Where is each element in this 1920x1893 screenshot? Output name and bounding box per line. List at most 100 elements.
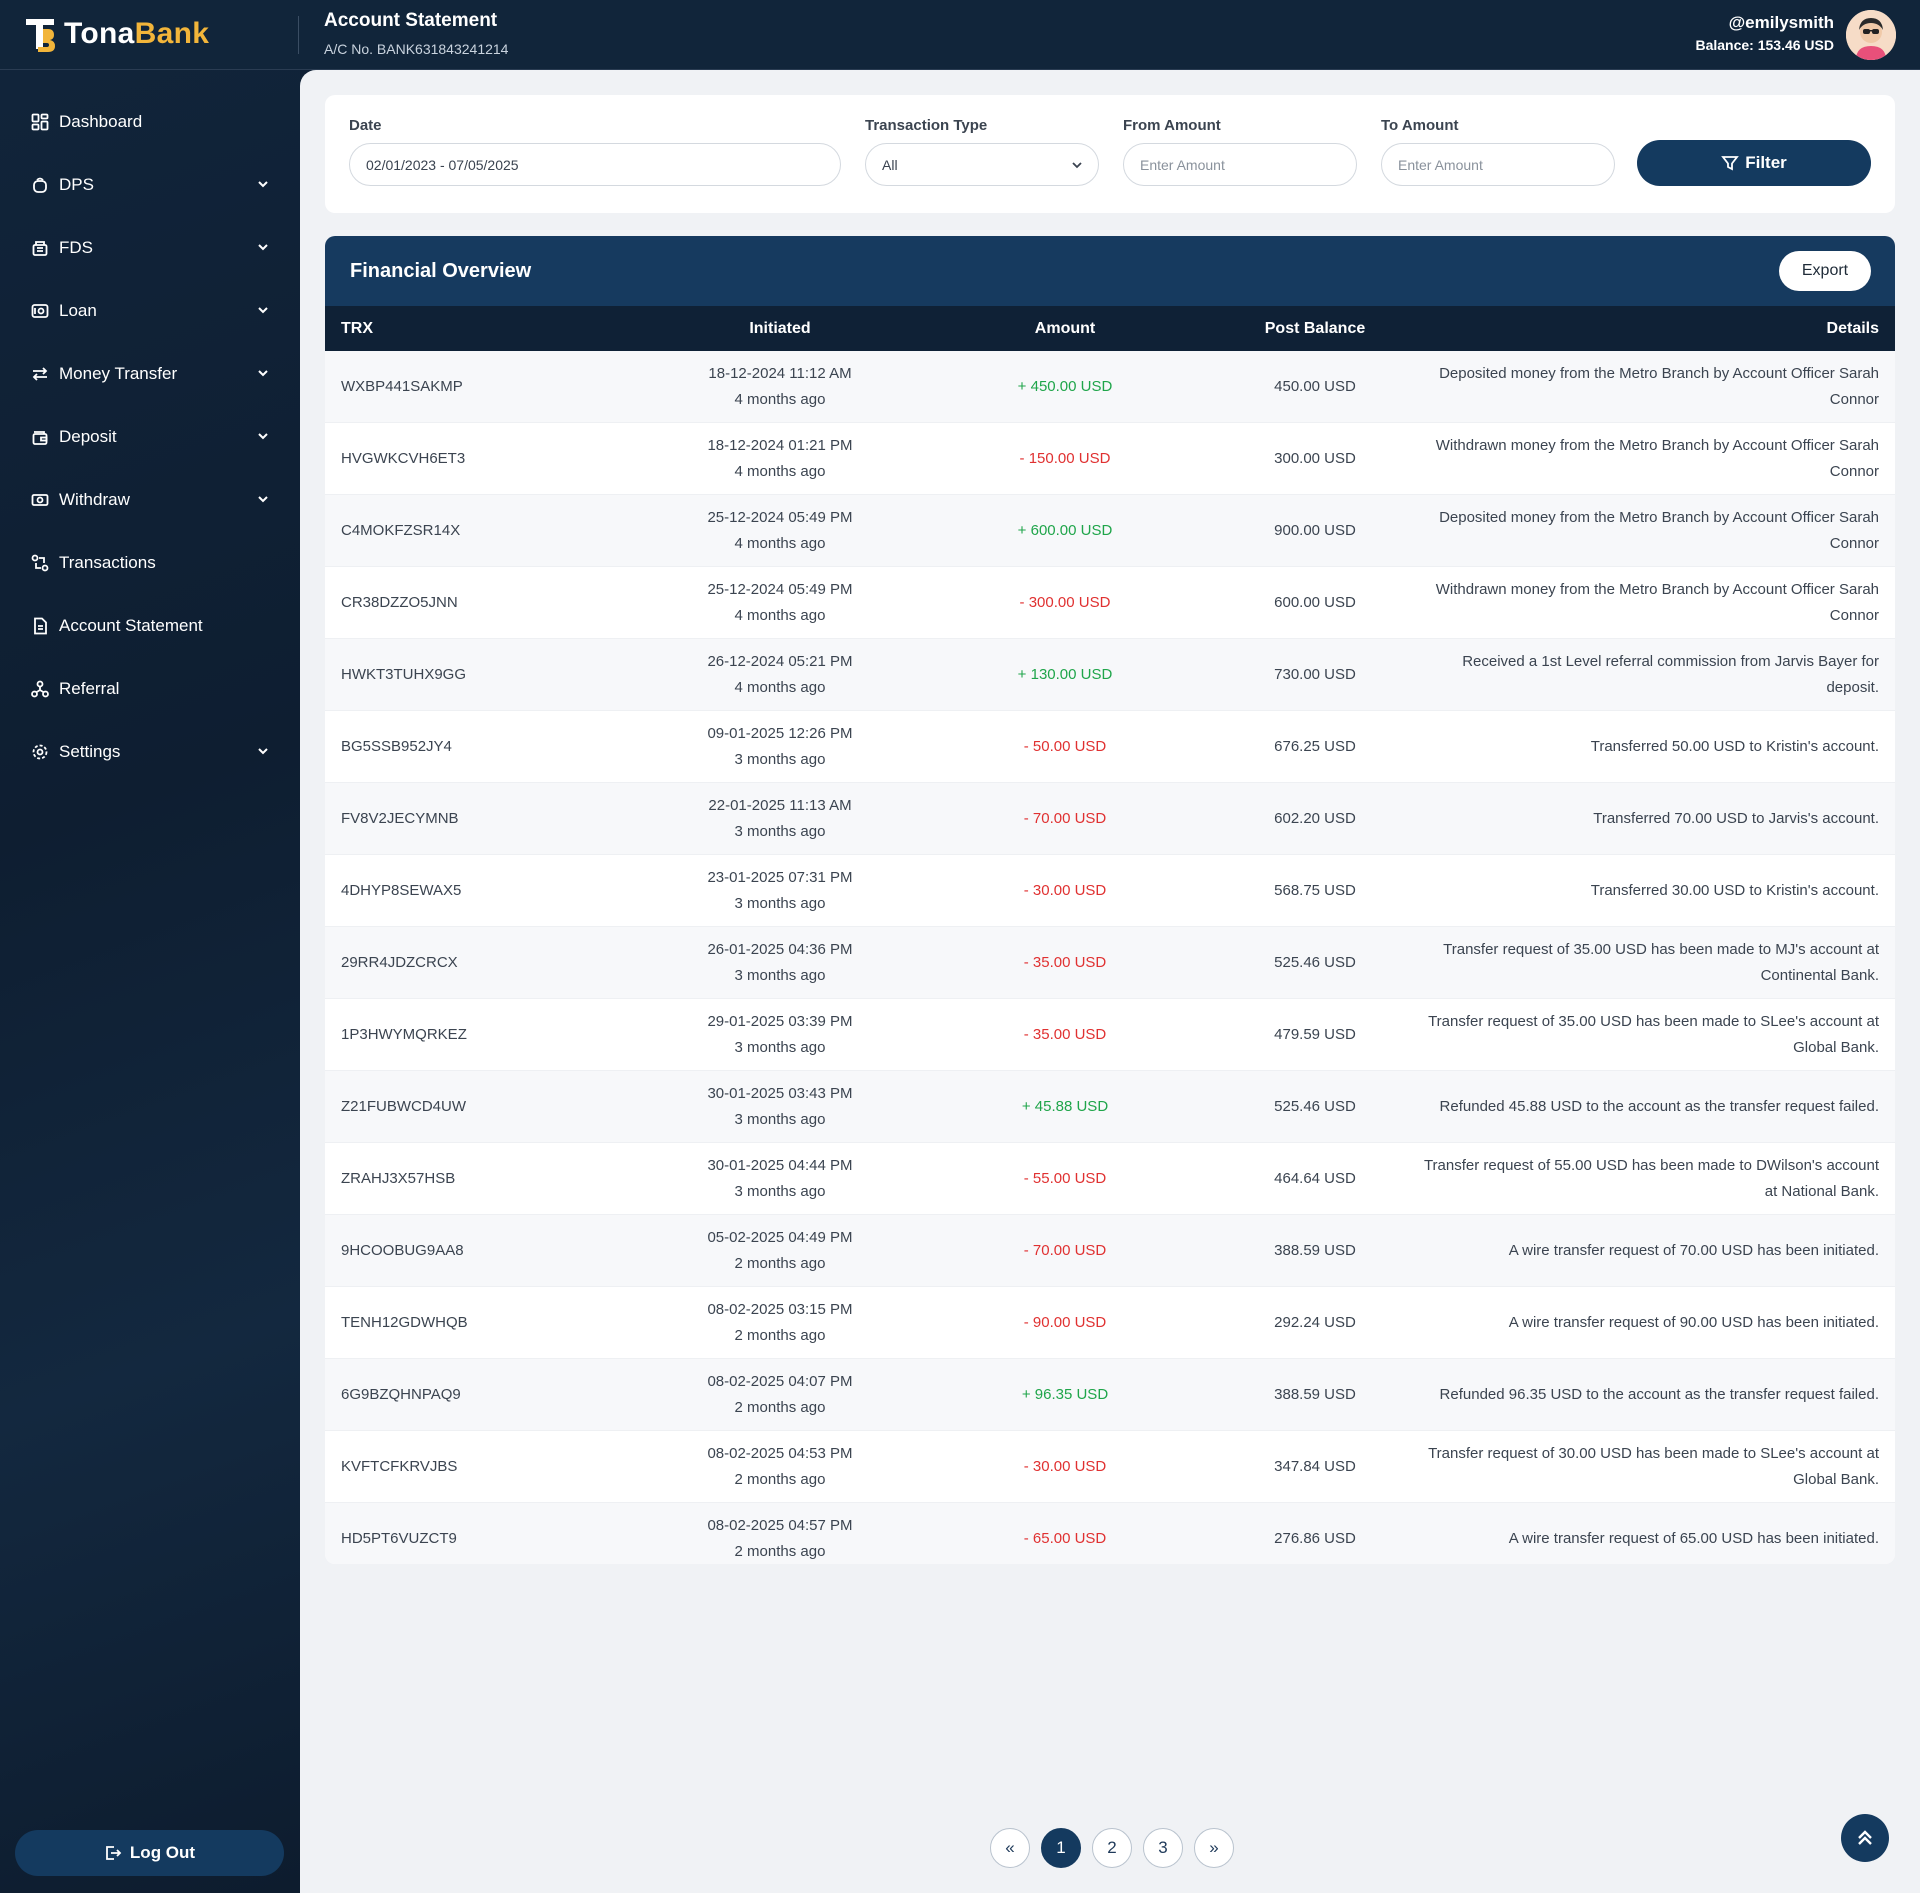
initiated-relative: 2 months ago (734, 1470, 826, 1488)
scroll-to-top-button[interactable] (1841, 1814, 1889, 1862)
to-amount-input[interactable]: Enter Amount (1381, 143, 1615, 186)
avatar[interactable] (1846, 10, 1896, 60)
to-amount-label: To Amount (1381, 117, 1459, 134)
initiated-cell: 26-01-2025 04:36 PM 3 months ago (645, 937, 915, 989)
table-row: 29RR4JDZCRCX 26-01-2025 04:36 PM 3 months … (325, 927, 1895, 999)
initiated-cell: 29-01-2025 03:39 PM 3 months ago (645, 1009, 915, 1061)
trx-id: FV8V2JECYMNB (341, 810, 459, 827)
post-balance: 900.00 USD (1274, 522, 1356, 539)
trx-id: KVFTCFKRVJBS (341, 1458, 458, 1475)
sidebar-item-label: Transactions (59, 552, 156, 572)
chevron-down-icon (258, 307, 268, 314)
overview-header: Financial Overview Export (325, 236, 1895, 306)
sidebar-item-label: Withdraw (59, 489, 130, 509)
page-button-2[interactable]: 2 (1092, 1828, 1132, 1868)
brand-logo[interactable]: TonaBank (24, 14, 209, 54)
column-header-details[interactable]: Details (1826, 319, 1879, 337)
post-balance: 525.46 USD (1274, 1098, 1356, 1115)
table-header: TRX Initiated Amount Post Balance Detail… (325, 306, 1895, 351)
user-info: @emilysmith Balance: 153.46 USD (1695, 13, 1834, 53)
header-divider (298, 16, 299, 54)
initiated-relative: 3 months ago (734, 1182, 826, 1200)
initiated-relative: 3 months ago (734, 750, 826, 768)
sidebar-item-deposit[interactable]: Deposit (0, 405, 300, 468)
first-page-button[interactable]: « (990, 1828, 1030, 1868)
wallet-icon (30, 427, 50, 447)
sidebar-item-dps[interactable]: DPS (0, 153, 300, 216)
sidebar-item-fds[interactable]: FDS (0, 216, 300, 279)
initiated-date: 18-12-2024 11:12 AM (708, 364, 852, 382)
amount: + 45.88 USD (1021, 1098, 1109, 1115)
date-label: Date (349, 117, 382, 134)
statement-icon (30, 616, 50, 636)
details: Transfer request of 35.00 USD has been m… (1443, 940, 1879, 984)
initiated-cell: 08-02-2025 04:57 PM 2 months ago (645, 1513, 915, 1565)
logout-button[interactable]: Log Out (15, 1830, 284, 1876)
initiated-relative: 3 months ago (734, 822, 826, 840)
balance: Balance: 153.46 USD (1695, 37, 1834, 53)
date-range-input[interactable]: 02/01/2023 - 07/05/2025 (349, 143, 841, 186)
details: Transfer request of 35.00 USD has been m… (1428, 1012, 1879, 1056)
filter-icon (1721, 156, 1740, 171)
sidebar-item-money-transfer[interactable]: Money Transfer (0, 342, 300, 405)
sidebar-item-account-statement[interactable]: Account Statement (0, 594, 300, 657)
initiated-relative: 4 months ago (734, 606, 826, 624)
last-page-button[interactable]: » (1194, 1828, 1234, 1868)
amount: - 30.00 USD (1023, 882, 1107, 899)
details: Transferred 30.00 USD to Kristin's accou… (1590, 881, 1879, 899)
filter-button[interactable]: Filter (1637, 140, 1871, 186)
sidebar-item-transactions[interactable]: Transactions (0, 531, 300, 594)
sidebar-item-dashboard[interactable]: Dashboard (0, 90, 300, 153)
sidebar-item-settings[interactable]: Settings (0, 720, 300, 783)
initiated-date: 05-02-2025 04:49 PM (707, 1228, 853, 1246)
trx-id: ZRAHJ3X57HSB (341, 1170, 456, 1187)
initiated-date: 25-12-2024 05:49 PM (707, 580, 853, 598)
details: A wire transfer request of 65.00 USD has… (1508, 1529, 1879, 1547)
amount: - 300.00 USD (1019, 594, 1111, 611)
from-amount-input[interactable]: Enter Amount (1123, 143, 1357, 186)
chevron-down-icon (258, 748, 268, 755)
post-balance: 347.84 USD (1274, 1458, 1356, 1475)
filter-panel: Date 02/01/2023 - 07/05/2025 Transaction… (325, 95, 1895, 213)
page-button-1[interactable]: 1 (1041, 1828, 1081, 1868)
column-header-initiated[interactable]: Initiated (749, 319, 811, 337)
sidebar-item-loan[interactable]: Loan (0, 279, 300, 342)
trx-id: CR38DZZO5JNN (341, 594, 458, 611)
chevron-down-icon (1072, 162, 1082, 169)
initiated-cell: 22-01-2025 11:13 AM 3 months ago (645, 793, 915, 845)
initiated-relative: 2 months ago (734, 1542, 826, 1560)
page-button-3[interactable]: 3 (1143, 1828, 1183, 1868)
column-header-amount[interactable]: Amount (1034, 319, 1096, 337)
initiated-relative: 3 months ago (734, 966, 826, 984)
initiated-cell: 25-12-2024 05:49 PM 4 months ago (645, 505, 915, 557)
transfer-icon (30, 364, 50, 384)
to-amount-filter: To Amount Enter Amount (1381, 117, 1615, 186)
sidebar-item-withdraw[interactable]: Withdraw (0, 468, 300, 531)
post-balance: 300.00 USD (1274, 450, 1356, 467)
logout-icon (106, 1846, 122, 1860)
amount: - 35.00 USD (1023, 954, 1107, 971)
initiated-date: 30-01-2025 03:43 PM (707, 1084, 853, 1102)
chevron-down-icon (258, 244, 268, 251)
sidebar-item-referral[interactable]: Referral (0, 657, 300, 720)
trx-id: BG5SSB952JY4 (341, 738, 452, 755)
sidebar-item-label: Dashboard (59, 111, 143, 131)
table-row: Z21FUBWCD4UW 30-01-2025 03:43 PM 3 months … (325, 1071, 1895, 1143)
amount: - 50.00 USD (1023, 738, 1107, 755)
post-balance: 602.20 USD (1274, 810, 1356, 827)
initiated-date: 23-01-2025 07:31 PM (707, 868, 853, 886)
initiated-date: 08-02-2025 03:15 PM (707, 1300, 853, 1318)
initiated-relative: 4 months ago (734, 390, 826, 408)
column-header-trx[interactable]: TRX (341, 319, 373, 337)
from-amount-filter: From Amount Enter Amount (1123, 117, 1357, 186)
table-row: C4MOKFZSR14X 25-12-2024 05:49 PM 4 months … (325, 495, 1895, 567)
trx-id: 4DHYP8SEWAX5 (341, 882, 462, 899)
column-header-post-balance[interactable]: Post Balance (1264, 319, 1366, 337)
logout-label: Log Out (129, 1843, 196, 1862)
post-balance: 730.00 USD (1274, 666, 1356, 683)
initiated-cell: 23-01-2025 07:31 PM 3 months ago (645, 865, 915, 917)
transaction-type-select[interactable]: All (865, 143, 1099, 186)
initiated-relative: 2 months ago (734, 1326, 826, 1344)
chevron-down-icon (258, 496, 268, 503)
export-button[interactable]: Export (1779, 251, 1871, 291)
